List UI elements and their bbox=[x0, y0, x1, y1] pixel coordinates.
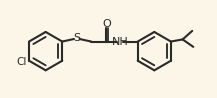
Text: S: S bbox=[73, 33, 80, 43]
Text: NH: NH bbox=[112, 37, 128, 47]
Text: O: O bbox=[103, 19, 112, 29]
Text: Cl: Cl bbox=[16, 57, 27, 67]
